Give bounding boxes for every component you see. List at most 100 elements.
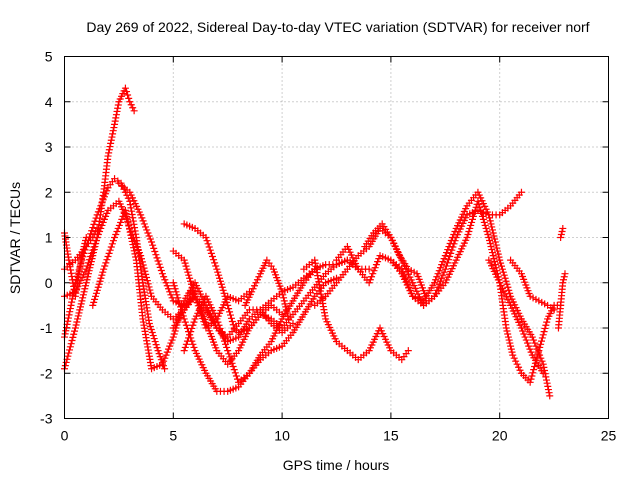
x-tick-label: 20 <box>492 428 508 444</box>
data-point <box>142 270 150 278</box>
data-point <box>504 330 512 338</box>
data-point <box>186 274 194 282</box>
data-point <box>64 317 72 325</box>
data-point <box>486 214 494 222</box>
data-point <box>151 248 159 256</box>
data-point <box>225 305 233 313</box>
data-point <box>166 342 174 350</box>
data-point <box>464 230 472 238</box>
data-point <box>126 98 134 106</box>
data-point <box>82 265 90 273</box>
data-point <box>161 276 169 284</box>
data-point <box>109 130 117 138</box>
data-point <box>84 273 92 281</box>
data-point <box>224 347 232 355</box>
data-point <box>80 288 88 296</box>
data-point <box>217 280 225 288</box>
data-point <box>374 258 382 266</box>
data-point <box>88 249 96 257</box>
data-point <box>506 339 514 347</box>
data-point <box>446 240 454 248</box>
data-point <box>479 215 487 223</box>
data-point <box>375 255 383 263</box>
data-point <box>127 231 135 239</box>
data-point <box>65 349 73 357</box>
data-point <box>169 279 177 287</box>
data-point <box>498 265 506 273</box>
data-point <box>451 227 459 235</box>
data-point <box>524 339 532 347</box>
data-point <box>255 273 263 281</box>
data-point <box>187 277 195 285</box>
data-point <box>160 273 168 281</box>
data-point <box>102 212 110 220</box>
data-point <box>182 321 190 329</box>
data-point <box>123 213 131 221</box>
data-point <box>229 362 237 370</box>
y-tick-label: 1 <box>45 230 53 246</box>
data-point <box>187 328 195 336</box>
data-point <box>145 319 153 327</box>
data-point <box>546 392 554 400</box>
data-point <box>526 378 534 386</box>
data-point <box>216 274 224 282</box>
data-point <box>77 300 85 308</box>
data-point <box>229 321 237 329</box>
data-point <box>123 88 131 96</box>
data-point <box>206 246 214 254</box>
data-point <box>502 277 510 285</box>
data-point <box>73 318 81 326</box>
data-point <box>145 283 153 291</box>
data-point <box>230 366 238 374</box>
data-point <box>83 276 91 284</box>
data-point <box>68 298 76 306</box>
data-point <box>505 336 513 344</box>
data-point <box>282 303 290 311</box>
data-point <box>203 237 211 245</box>
data-point <box>64 314 72 322</box>
series-arc19 <box>361 220 430 300</box>
data-point <box>560 276 568 284</box>
data-point <box>480 218 488 226</box>
data-point <box>102 259 110 267</box>
data-point <box>117 218 125 226</box>
data-point <box>114 224 122 232</box>
data-point <box>140 220 148 228</box>
data-point <box>169 333 177 341</box>
data-point <box>227 314 235 322</box>
data-point <box>190 343 198 351</box>
data-point <box>213 265 221 273</box>
series-arc13 <box>213 256 373 346</box>
series-arc21 <box>485 256 565 386</box>
data-point <box>561 270 569 278</box>
data-point <box>509 351 517 359</box>
y-axis-label: SDTVAR / TECUs <box>7 182 23 294</box>
data-point <box>542 376 550 384</box>
data-point <box>510 354 518 362</box>
data-point <box>226 308 234 316</box>
data-point <box>112 114 120 122</box>
data-point <box>98 199 106 207</box>
data-point <box>105 249 113 257</box>
data-point <box>70 330 78 338</box>
data-point <box>96 277 104 285</box>
data-point <box>500 271 508 279</box>
data-point <box>221 292 229 300</box>
data-point <box>153 344 161 352</box>
data-point <box>152 341 160 349</box>
y-tick-label: 0 <box>45 275 53 291</box>
data-point <box>185 334 193 342</box>
data-point <box>189 340 197 348</box>
data-point <box>175 297 183 305</box>
data-point <box>534 350 542 358</box>
data-point <box>81 285 89 293</box>
data-point <box>528 372 536 380</box>
data-point <box>124 91 132 99</box>
data-point <box>188 283 196 291</box>
data-point <box>388 237 396 245</box>
data-point <box>71 324 79 332</box>
data-point <box>83 262 91 270</box>
data-point <box>544 386 552 394</box>
data-point <box>66 343 74 351</box>
data-point <box>205 243 213 251</box>
